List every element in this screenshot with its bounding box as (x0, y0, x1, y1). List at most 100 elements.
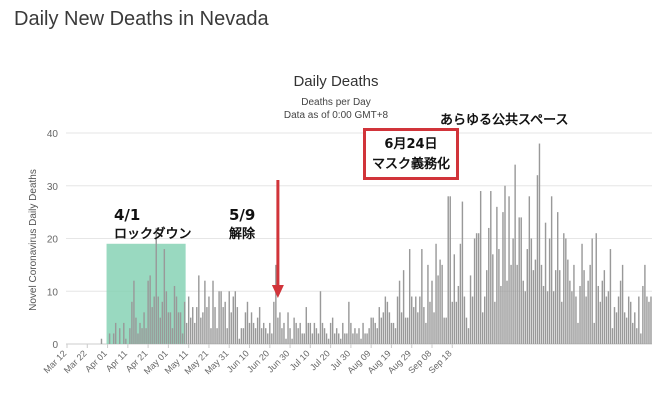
mask-arrow-head (271, 285, 284, 298)
bar (502, 212, 504, 344)
bar (585, 296, 587, 344)
bar (222, 307, 224, 344)
bar (297, 328, 299, 344)
bar (542, 285, 545, 344)
bar (443, 317, 445, 344)
bar (224, 301, 226, 344)
lockdown-start-date: 4/1 (114, 206, 141, 224)
lockdown-end-date: 5/9 (229, 206, 256, 224)
bar (295, 322, 297, 344)
bar (627, 296, 630, 344)
bar (621, 264, 624, 344)
bar (575, 296, 577, 344)
bar (269, 322, 271, 344)
bar (571, 291, 573, 344)
bar (607, 291, 610, 344)
bar (331, 317, 334, 344)
bar (187, 296, 190, 344)
bar (114, 322, 117, 344)
bar (638, 296, 640, 344)
bar (481, 312, 484, 344)
bar (510, 264, 512, 344)
bar (329, 322, 332, 344)
bar (404, 317, 407, 344)
bar (520, 217, 522, 344)
bar (603, 270, 606, 344)
bar (301, 333, 303, 344)
bar (500, 285, 502, 344)
bar (220, 291, 222, 344)
bar (577, 322, 579, 344)
bar (563, 233, 565, 344)
bar (242, 328, 245, 344)
bar (392, 322, 395, 344)
bar (394, 328, 397, 344)
bar (218, 291, 220, 344)
bar (226, 328, 228, 344)
bar (262, 322, 265, 344)
bar (524, 291, 526, 344)
bar (453, 254, 456, 344)
bar (589, 264, 591, 344)
bar (465, 317, 468, 344)
bar (366, 333, 368, 344)
bar (469, 275, 472, 344)
bar (236, 307, 239, 344)
bar (384, 296, 387, 344)
mask-mandate-callout: 6月24日 マスク義務化 (363, 128, 459, 180)
bar (258, 307, 261, 344)
bar (613, 307, 616, 344)
bar (435, 243, 437, 344)
bar (275, 264, 277, 344)
bar (238, 338, 241, 344)
bar (315, 328, 318, 344)
bar (155, 227, 157, 344)
bar (153, 296, 155, 344)
bar (169, 312, 172, 344)
bar (129, 328, 131, 344)
bar (583, 270, 585, 344)
bar (267, 333, 269, 344)
bar (374, 322, 376, 344)
bar (449, 196, 451, 344)
x-tick-label: Sep 18 (426, 348, 453, 375)
bar (437, 275, 439, 344)
lockdown-highlight (106, 243, 186, 344)
bar (273, 301, 275, 344)
bar (451, 301, 453, 344)
bar (175, 296, 178, 344)
bar (457, 285, 460, 344)
lockdown-end-text: 解除 (229, 227, 256, 242)
bar (532, 270, 535, 344)
bar (490, 191, 492, 344)
bar (650, 296, 652, 344)
bar (439, 259, 441, 344)
bar (133, 280, 135, 344)
bar (504, 185, 506, 344)
bar (526, 249, 529, 344)
bar (646, 296, 648, 344)
bar (402, 270, 405, 344)
y-tick-label: 10 (47, 287, 59, 298)
bar (595, 233, 597, 344)
bar (455, 301, 458, 344)
bar (230, 312, 232, 344)
bar (530, 238, 533, 344)
bar (380, 317, 383, 344)
bar (429, 301, 431, 344)
bar (137, 333, 139, 344)
bar (605, 296, 608, 344)
bar (277, 317, 279, 344)
bar (400, 312, 403, 344)
mask-mandate-arrow (271, 180, 284, 298)
lockdown-start-text: ロックダウン (114, 227, 192, 242)
bar (163, 249, 166, 344)
bar (177, 312, 180, 344)
bar (131, 301, 133, 344)
bar (289, 328, 291, 344)
bar (617, 296, 620, 344)
bar (185, 322, 188, 344)
bar (307, 322, 310, 344)
bar (183, 301, 186, 344)
